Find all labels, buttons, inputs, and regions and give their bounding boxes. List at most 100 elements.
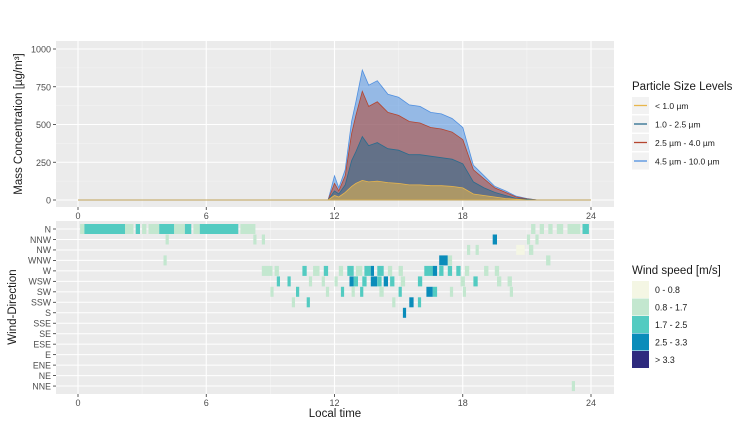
heatmap-cell <box>402 307 407 318</box>
bottom-panel-heatmap-cells <box>80 224 589 392</box>
wind-direction-label: WNW <box>28 256 52 266</box>
heatmap-cell <box>325 286 330 297</box>
heatmap-cell <box>484 265 489 276</box>
wind-speed-legend-swatch <box>632 333 649 351</box>
top-panel-y-axis-label: Mass Concentration [µg/m³] <box>13 53 25 194</box>
heatmap-cell <box>323 265 329 276</box>
heatmap-cell <box>353 276 358 287</box>
heatmap-cell <box>163 255 167 266</box>
heatmap-cell <box>529 244 534 255</box>
heatmap-cell <box>308 276 313 287</box>
heatmap-cell <box>261 234 265 245</box>
bottom-x-tick-label: 0 <box>75 398 80 408</box>
wind-speed-legend-label: > 3.3 <box>655 355 675 365</box>
heatmap-cell <box>125 224 134 234</box>
bottom-panel-grid <box>56 221 614 394</box>
wind-direction-label: NE <box>39 371 51 381</box>
wind-speed-legend-swatch <box>632 316 649 333</box>
heatmap-cell <box>417 276 423 287</box>
heatmap-cell <box>392 297 396 308</box>
heatmap-cell <box>398 286 402 297</box>
heatmap-cell <box>567 224 581 234</box>
top-x-tick-label: 12 <box>329 211 339 221</box>
top-y-tick-label: 250 <box>36 158 51 168</box>
heatmap-cell <box>400 276 406 287</box>
heatmap-cell <box>253 234 257 245</box>
heatmap-cell <box>261 265 273 276</box>
wind-speed-legend-swatch <box>632 298 649 316</box>
particle-size-legend-label: 2.5 µm - 4.0 µm <box>655 138 715 148</box>
top-x-tick-label: 24 <box>586 211 596 221</box>
top-x-tick-label: 18 <box>458 211 468 221</box>
heatmap-cell <box>313 265 320 276</box>
heatmap-cell <box>439 255 448 266</box>
particle-size-legend-label: 4.5 µm - 10.0 µm <box>655 157 720 167</box>
heatmap-cell <box>432 286 438 297</box>
bottom-x-tick-label: 24 <box>586 398 596 408</box>
heatmap-cell <box>473 276 478 287</box>
heatmap-cell <box>516 244 525 255</box>
heatmap-cell <box>497 276 502 287</box>
wind-direction-label: N <box>45 224 51 234</box>
heatmap-cell <box>546 255 551 266</box>
heatmap-cell <box>193 224 200 234</box>
heatmap-cell <box>475 244 479 255</box>
particle-size-legend: Particle Size Levels < 1.0 µm 1.0 - 2.5 µ… <box>632 81 733 170</box>
heatmap-cell <box>364 265 371 276</box>
heatmap-cell <box>447 255 453 266</box>
top-y-tick-label: 750 <box>36 82 51 92</box>
wind-speed-legend-swatch <box>632 351 649 368</box>
heatmap-cell <box>426 286 433 297</box>
bottom-panel-x-axis-label: Local time <box>309 408 361 420</box>
heatmap-cell <box>548 224 553 234</box>
heatmap-cell <box>351 286 355 297</box>
heatmap-cell <box>159 224 175 234</box>
heatmap-cell <box>291 297 295 308</box>
wind-speed-legend: Wind speed [m/s] 0 - 0.8 0.8 - 1.7 1.7 - 2… <box>632 265 721 368</box>
heatmap-cell <box>539 224 544 234</box>
heatmap-cell <box>302 265 307 276</box>
heatmap-cell <box>535 234 539 245</box>
wind-direction-label: W <box>43 266 52 276</box>
wind-speed-legend-swatch <box>632 281 649 298</box>
heatmap-cell <box>494 265 500 276</box>
heatmap-cell <box>432 265 438 276</box>
particle-size-legend-label: 1.0 - 2.5 µm <box>655 120 701 130</box>
heatmap-cell <box>526 234 531 245</box>
heatmap-cell <box>439 265 444 276</box>
heatmap-cell <box>507 276 512 287</box>
heatmap-cell <box>409 297 414 308</box>
heatmap-cell <box>531 224 536 234</box>
heatmap-cell <box>556 224 564 234</box>
heatmap-cell <box>240 224 256 234</box>
heatmap-cell <box>467 244 471 255</box>
heatmap-cell <box>276 276 280 287</box>
heatmap-cell <box>199 224 239 234</box>
wind-direction-label: WSW <box>29 277 52 287</box>
heatmap-cell <box>571 381 575 392</box>
heatmap-cell <box>270 286 274 297</box>
heatmap-cell <box>274 265 279 276</box>
wind-direction-label: E <box>45 350 51 360</box>
wind-direction-label: SSW <box>31 298 52 308</box>
heatmap-cell <box>582 224 589 234</box>
wind-direction-label: NNW <box>30 235 52 245</box>
heatmap-cell <box>148 224 160 234</box>
series-area-1 <box>78 179 591 201</box>
heatmap-cell <box>174 224 185 234</box>
wind-direction-label: SSE <box>33 319 51 329</box>
heatmap-cell <box>464 265 470 276</box>
particle-size-legend-title: Particle Size Levels <box>632 81 733 93</box>
wind-speed-legend-label: 1.7 - 2.5 <box>655 320 687 330</box>
top-x-tick-label: 6 <box>204 211 209 221</box>
heatmap-cell <box>387 265 393 276</box>
heatmap-cell <box>142 224 147 234</box>
wind-speed-legend-label: 2.5 - 3.3 <box>655 338 687 348</box>
heatmap-cell <box>383 276 388 287</box>
heatmap-cell <box>165 234 169 245</box>
heatmap-cell <box>370 276 378 287</box>
wind-direction-label: NW <box>36 245 51 255</box>
heatmap-cell <box>370 265 374 276</box>
heatmap-cell <box>460 276 465 287</box>
